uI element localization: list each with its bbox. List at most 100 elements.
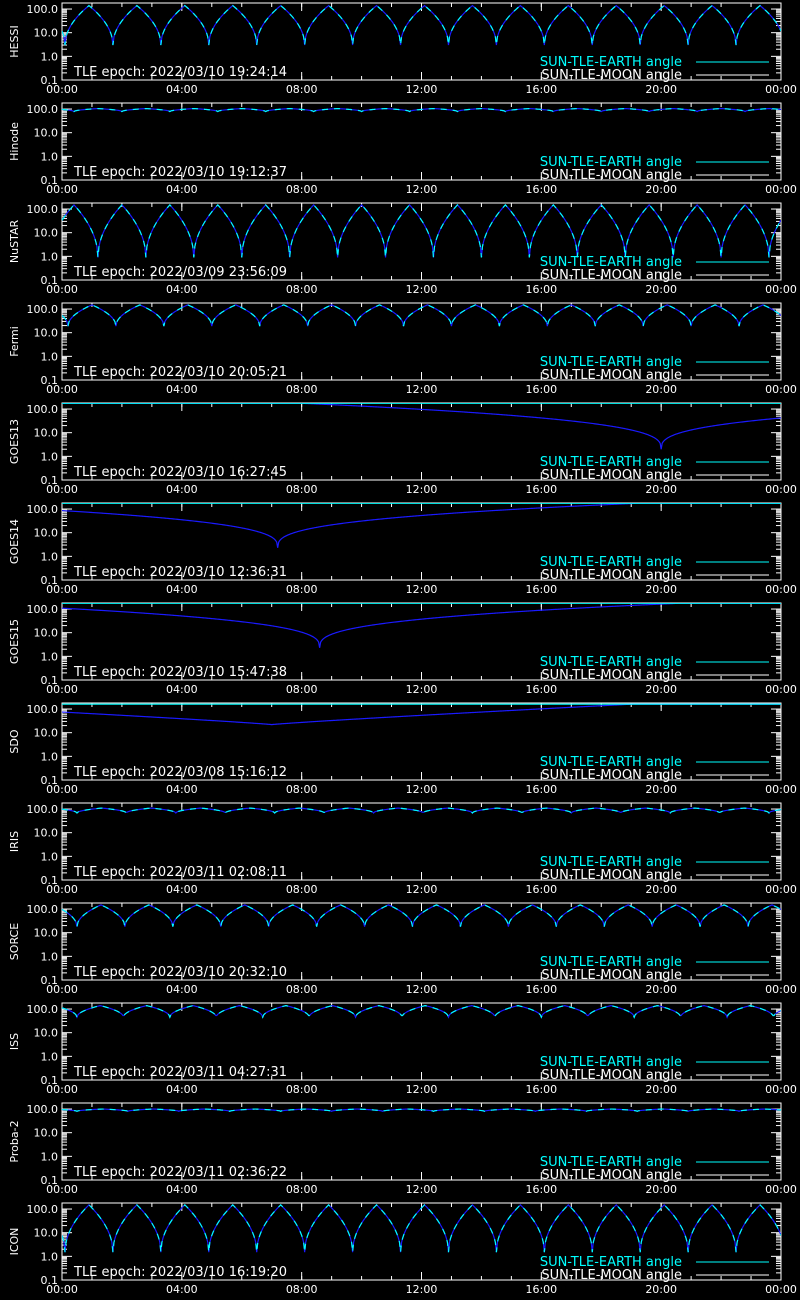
y-tick-label: 0.1 [41, 74, 59, 87]
x-tick-label: 20:00 [645, 1283, 677, 1296]
x-tick-label: 20:00 [645, 1083, 677, 1096]
x-tick-label: 16:00 [525, 783, 557, 796]
panel-label: HESSI [8, 25, 21, 57]
x-tick-label: 00:00 [46, 983, 78, 996]
tle-epoch-label: TLE epoch: 2022/03/11 02:36:22 [73, 1165, 287, 1180]
y-tick-label: 10.0 [34, 727, 59, 740]
x-tick-label: 04:00 [166, 683, 198, 696]
panel-nustar: 100.010.01.00.100:00 04:00 08:00 12:00 16:00… [8, 202, 797, 296]
y-tick-label: 100.0 [27, 503, 59, 516]
y-tick-label: 10.0 [34, 627, 59, 640]
x-tick-label: 12:00 [406, 783, 438, 796]
y-tick-label: 10.0 [34, 527, 59, 540]
panel-goes13: 100.010.01.00.100:00 04:00 08:00 12:00 16:00… [8, 402, 797, 496]
legend-label-earth: SUN-TLE-EARTH angle [540, 355, 682, 370]
x-tick-label: 16:00 [525, 183, 557, 196]
y-tick-label: 1.0 [41, 850, 59, 863]
y-tick-label: 0.1 [41, 874, 59, 887]
x-tick-label: 00:00 [46, 283, 78, 296]
x-tick-label: 16:00 [525, 383, 557, 396]
panel-label: IRIS [8, 831, 21, 852]
x-tick-label: 00:00 [765, 183, 797, 196]
x-tick-label: 16:00 [525, 83, 557, 96]
x-tick-label: 20:00 [645, 983, 677, 996]
x-tick-label: 00:00 [46, 1183, 78, 1196]
x-tick-label: 04:00 [166, 883, 198, 896]
tle-epoch-label: TLE epoch: 2022/03/10 19:12:37 [73, 165, 287, 180]
panel-sorce: 100.010.01.00.100:00 04:00 08:00 12:00 16:00… [8, 902, 797, 996]
x-tick-label: 08:00 [286, 683, 318, 696]
x-tick-label: 20:00 [645, 283, 677, 296]
x-tick-label: 00:00 [765, 783, 797, 796]
y-tick-label: 10.0 [34, 127, 59, 140]
y-tick-label: 0.1 [41, 274, 59, 287]
y-tick-label: 1.0 [41, 250, 59, 263]
x-tick-label: 04:00 [166, 283, 198, 296]
x-tick-label: 12:00 [406, 483, 438, 496]
x-tick-label: 16:00 [525, 283, 557, 296]
y-tick-label: 0.1 [41, 1274, 59, 1287]
x-tick-label: 12:00 [406, 883, 438, 896]
y-tick-label: 100.0 [27, 103, 59, 116]
y-tick-label: 1.0 [41, 1050, 59, 1063]
x-tick-label: 00:00 [765, 583, 797, 596]
y-tick-label: 100.0 [27, 1203, 59, 1216]
x-tick-label: 00:00 [765, 383, 797, 396]
y-tick-label: 100.0 [27, 403, 59, 416]
x-tick-label: 04:00 [166, 783, 198, 796]
x-tick-label: 16:00 [525, 583, 557, 596]
y-tick-label: 10.0 [34, 1027, 59, 1040]
x-tick-label: 20:00 [645, 483, 677, 496]
legend-label-earth: SUN-TLE-EARTH angle [540, 55, 682, 70]
x-tick-label: 00:00 [46, 883, 78, 896]
x-tick-label: 16:00 [525, 1183, 557, 1196]
x-tick-label: 12:00 [406, 1083, 438, 1096]
panel-fermi: 100.010.01.00.100:00 04:00 08:00 12:00 16:00… [8, 302, 797, 396]
x-tick-label: 08:00 [286, 783, 318, 796]
x-tick-label: 08:00 [286, 383, 318, 396]
series-line-earth-angle [62, 4, 781, 46]
series-line-earth-angle [62, 1108, 781, 1112]
panel-label: Hinode [8, 122, 21, 161]
panel-label: GOES14 [8, 519, 21, 564]
panel-label: Fermi [8, 326, 21, 357]
x-tick-label: 00:00 [765, 1083, 797, 1096]
x-tick-label: 20:00 [645, 683, 677, 696]
panel-label: Proba-2 [8, 1120, 21, 1162]
panel-label: GOES15 [8, 619, 21, 664]
panel-goes15: 100.010.01.00.100:00 04:00 08:00 12:00 16:00… [8, 602, 797, 696]
panel-label: NuSTAR [8, 220, 21, 264]
panel-hessi: 100.010.01.00.100:00 04:00 08:00 12:00 16:00… [8, 2, 797, 96]
y-tick-label: 100.0 [27, 3, 59, 16]
x-tick-label: 08:00 [286, 1283, 318, 1296]
x-tick-label: 08:00 [286, 183, 318, 196]
legend-label-moon: SUN-TLE-MOON angle [541, 68, 682, 83]
x-tick-label: 20:00 [645, 83, 677, 96]
legend-label-moon: SUN-TLE-MOON angle [541, 268, 682, 283]
y-tick-label: 1.0 [41, 150, 59, 163]
legend-label-moon: SUN-TLE-MOON angle [541, 1268, 682, 1283]
y-tick-label: 100.0 [27, 203, 59, 216]
y-tick-label: 0.1 [41, 174, 59, 187]
x-tick-label: 20:00 [645, 383, 677, 396]
legend-label-moon: SUN-TLE-MOON angle [541, 868, 682, 883]
panel-proba-2: 100.010.01.00.100:00 04:00 08:00 12:00 16:00… [8, 1102, 797, 1196]
y-tick-label: 10.0 [34, 327, 59, 340]
x-tick-label: 12:00 [406, 383, 438, 396]
y-tick-label: 0.1 [41, 1074, 59, 1087]
x-tick-label: 04:00 [166, 83, 198, 96]
tle-epoch-label: TLE epoch: 2022/03/10 20:05:21 [73, 365, 287, 380]
x-tick-label: 12:00 [406, 183, 438, 196]
y-tick-label: 1.0 [41, 450, 59, 463]
legend-label-earth: SUN-TLE-EARTH angle [540, 1055, 682, 1070]
legend-label-earth: SUN-TLE-EARTH angle [540, 655, 682, 670]
x-tick-label: 20:00 [645, 883, 677, 896]
series-line-moon-angle [62, 1204, 781, 1253]
y-tick-label: 1.0 [41, 650, 59, 663]
x-tick-label: 16:00 [525, 1283, 557, 1296]
panel-label: SDO [8, 729, 21, 753]
tle-epoch-label: TLE epoch: 2022/03/10 16:19:20 [73, 1265, 287, 1280]
x-tick-label: 04:00 [166, 1283, 198, 1296]
y-tick-label: 0.1 [41, 574, 59, 587]
